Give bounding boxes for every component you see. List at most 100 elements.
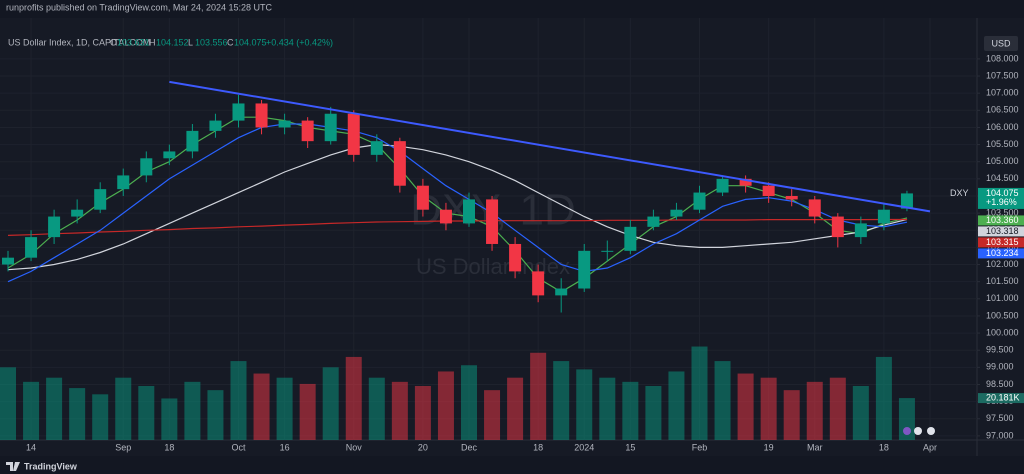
legend-value: 104.152 (156, 37, 189, 47)
x-tick-label: 18 (533, 442, 543, 452)
x-tick-label: 2024 (574, 442, 594, 452)
volume-bar (276, 377, 293, 440)
moving-average (7, 143, 908, 271)
ma-label: 103.315 (986, 237, 1019, 247)
x-tick-label: 16 (280, 442, 290, 452)
y-tick-label: 99.000 (986, 362, 1014, 372)
candle-body (854, 223, 867, 238)
y-tick-label: 105.500 (986, 139, 1019, 149)
volume-bar (368, 377, 385, 440)
legend-value: 103.556 (195, 37, 228, 47)
moving-average (7, 218, 907, 236)
volume-bar (69, 388, 86, 440)
y-tick-label: 100.500 (986, 310, 1019, 320)
volume-bar (737, 373, 754, 440)
volume-bar (461, 365, 477, 440)
candle-body (693, 192, 706, 210)
legend-key: H (149, 37, 156, 47)
x-tick-label: Mar (807, 442, 823, 452)
candle-body (209, 120, 222, 131)
volume-bar (414, 386, 431, 440)
candle-body (647, 216, 660, 227)
candle-body (624, 226, 637, 251)
volume-bar (161, 398, 178, 440)
volume-bar (507, 377, 524, 440)
legend-key: L (188, 37, 193, 47)
y-tick-label: 104.500 (986, 173, 1019, 183)
ma-label-box (978, 237, 1024, 248)
candle-body (255, 103, 268, 128)
volume-bar (23, 381, 40, 440)
footer-band (0, 456, 1024, 474)
volume-bar (484, 390, 501, 440)
candle-body (578, 250, 591, 289)
ohlc-legend: US Dollar Index, 1D, CAPITALCOM O 103.631… (8, 37, 333, 47)
candle-body (117, 175, 130, 190)
candle-body (324, 113, 337, 142)
currency[interactable]: USD (991, 38, 1011, 48)
y-tick-label: 97.500 (986, 413, 1014, 423)
candle-body (716, 178, 729, 193)
ma-label-box (978, 248, 1024, 259)
volume-bar (622, 381, 639, 440)
candle-body (831, 216, 844, 238)
candle-body (439, 209, 452, 224)
candle-body (416, 185, 429, 210)
volume-bar (553, 361, 570, 440)
ticker-label: DXY (950, 188, 969, 198)
candle-body (463, 199, 475, 224)
ma-label: 103.234 (986, 248, 1019, 258)
volume-bar (46, 377, 63, 440)
y-tick-label: 107.500 (986, 70, 1019, 80)
change-label: +1.96% (986, 197, 1017, 207)
volume-bar (852, 386, 869, 440)
event-icon[interactable] (914, 427, 922, 435)
candle-body (532, 271, 545, 296)
trendline (169, 80, 931, 213)
y-tick-label: 108.000 (986, 53, 1019, 63)
candle-body (347, 113, 360, 155)
x-tick-label: Sep (115, 442, 131, 452)
volume-bar (437, 371, 454, 440)
event-icon[interactable] (927, 427, 935, 435)
volume-bar (783, 390, 800, 440)
moving-average (7, 123, 908, 283)
x-tick-label: Apr (923, 442, 937, 452)
watermark-name: US Dollar Index (416, 254, 570, 279)
volume-bar (207, 390, 224, 440)
volume-label-box (978, 393, 1024, 404)
x-tick-label: Oct (231, 442, 246, 452)
y-tick-label: 106.500 (986, 105, 1019, 115)
volume-bar (230, 361, 247, 440)
legend-value: 103.631 (117, 37, 150, 47)
candle-body (94, 189, 107, 210)
volume-bar (184, 381, 201, 440)
candle-body (370, 141, 383, 155)
y-tick-label: 107.000 (986, 88, 1019, 98)
candle-body (877, 209, 890, 224)
currency-box[interactable] (984, 36, 1018, 51)
volume-bar (299, 383, 316, 440)
y-tick-label: 103.500 (986, 208, 1019, 218)
legend-change: +0.434 (+0.42%) (266, 37, 333, 47)
candle-body (785, 195, 798, 200)
x-tick-label: 15 (625, 442, 635, 452)
volume-bar (92, 394, 109, 440)
y-tick-label: 101.000 (986, 293, 1019, 303)
ma-label: 103.318 (986, 226, 1019, 236)
event-icon[interactable] (903, 427, 911, 435)
candle-body (509, 243, 522, 272)
y-tick-label: 100.000 (986, 327, 1019, 337)
volume-bar (829, 377, 846, 440)
candle-body (140, 158, 153, 176)
x-tick-label: Dec (461, 442, 478, 452)
candle-body (71, 209, 84, 217)
candle-body (739, 178, 752, 186)
volume-bar (576, 369, 593, 440)
y-tick-label: 102.000 (986, 259, 1019, 269)
volume-bar (898, 398, 915, 440)
volume-bar (0, 367, 16, 440)
volume-bar (760, 377, 777, 440)
x-tick-label: Nov (346, 442, 363, 452)
